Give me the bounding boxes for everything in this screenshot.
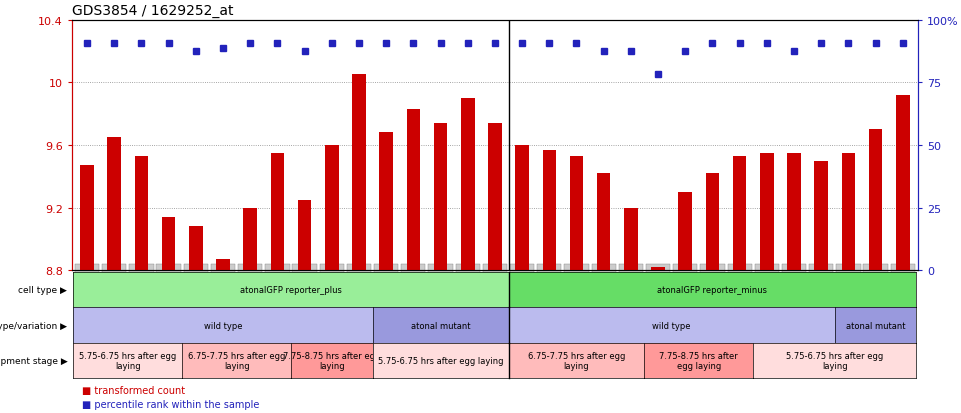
Text: atonalGFP reporter_minus: atonalGFP reporter_minus <box>657 286 768 294</box>
Text: 6.75-7.75 hrs after egg
laying: 6.75-7.75 hrs after egg laying <box>188 351 285 370</box>
Text: wild type: wild type <box>653 321 691 330</box>
Bar <box>80 166 94 271</box>
Bar <box>624 208 638 271</box>
Text: ■ percentile rank within the sample: ■ percentile rank within the sample <box>82 399 259 409</box>
Bar <box>652 267 665 271</box>
Text: atonalGFP reporter_plus: atonalGFP reporter_plus <box>240 286 342 294</box>
Text: atonal mutant: atonal mutant <box>410 321 470 330</box>
Bar <box>869 130 882 271</box>
Text: wild type: wild type <box>204 321 242 330</box>
Bar <box>380 133 393 271</box>
Bar <box>597 174 610 271</box>
Bar <box>488 124 502 271</box>
Bar <box>325 146 338 271</box>
Bar <box>298 200 311 271</box>
Text: 5.75-6.75 hrs after egg
laying: 5.75-6.75 hrs after egg laying <box>79 351 177 370</box>
Text: 7.75-8.75 hrs after egg
laying: 7.75-8.75 hrs after egg laying <box>283 351 381 370</box>
Text: 5.75-6.75 hrs after egg
laying: 5.75-6.75 hrs after egg laying <box>786 351 883 370</box>
Bar <box>787 153 801 271</box>
Text: development stage ▶: development stage ▶ <box>0 356 67 365</box>
Bar <box>407 110 420 271</box>
Bar <box>842 153 855 271</box>
Bar <box>243 208 257 271</box>
Bar <box>733 157 747 271</box>
Text: atonal mutant: atonal mutant <box>846 321 905 330</box>
Bar <box>814 161 828 271</box>
Bar <box>461 99 475 271</box>
Text: 6.75-7.75 hrs after egg
laying: 6.75-7.75 hrs after egg laying <box>528 351 626 370</box>
Text: ■ transformed count: ■ transformed count <box>82 385 185 395</box>
Bar <box>705 174 719 271</box>
Bar <box>678 192 692 271</box>
Bar <box>433 124 447 271</box>
Bar <box>543 150 556 271</box>
Bar <box>108 138 121 271</box>
Bar <box>570 157 583 271</box>
Text: GDS3854 / 1629252_at: GDS3854 / 1629252_at <box>72 4 234 18</box>
Text: genotype/variation ▶: genotype/variation ▶ <box>0 321 67 330</box>
Bar <box>135 157 148 271</box>
Bar <box>271 153 284 271</box>
Bar <box>216 260 230 271</box>
Bar <box>352 75 366 271</box>
Bar <box>161 217 176 271</box>
Bar <box>189 227 203 271</box>
Bar <box>896 96 910 271</box>
Text: 5.75-6.75 hrs after egg laying: 5.75-6.75 hrs after egg laying <box>378 356 504 365</box>
Text: 7.75-8.75 hrs after
egg laying: 7.75-8.75 hrs after egg laying <box>659 351 738 370</box>
Bar <box>515 146 529 271</box>
Bar <box>760 153 774 271</box>
Text: cell type ▶: cell type ▶ <box>18 286 67 294</box>
